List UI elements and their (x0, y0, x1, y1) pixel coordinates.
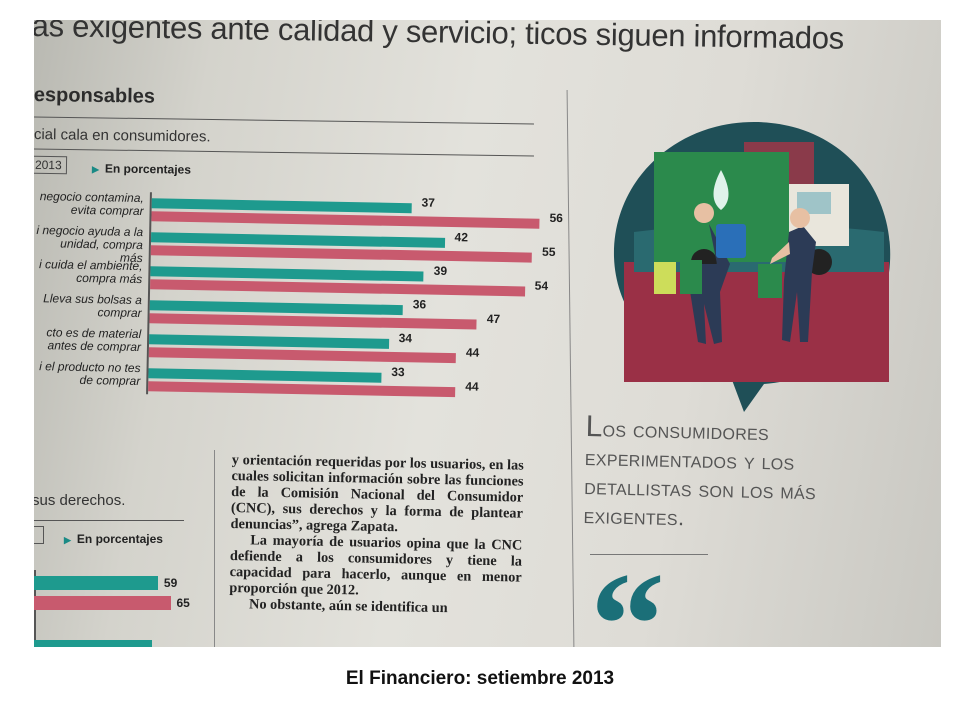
chart2-value-label: 59 (163, 576, 178, 590)
bar-teal (149, 300, 403, 316)
category-label: i cuida el ambiente, compra más (38, 257, 143, 287)
bar-value-label: 34 (398, 331, 413, 346)
bar-value-label: 55 (541, 244, 556, 260)
category-label: negocio contamina, evita comprar (39, 189, 144, 219)
chart-subtitle: cial cala en consumidores. (34, 126, 211, 146)
recycling-illustration (613, 122, 891, 412)
quote-rule (590, 554, 708, 555)
bar-red (150, 245, 533, 263)
title-rule (34, 116, 534, 125)
year-tag: 2013 (34, 155, 67, 175)
chart2-bar-teal (34, 576, 158, 590)
article-body: y orientación requeridas por los usuario… (229, 452, 524, 618)
unit-label: ▶ En porcentajes (92, 161, 191, 176)
bar-red (148, 381, 456, 398)
bar-red (149, 313, 477, 330)
arrow-icon: ▶ (64, 535, 71, 545)
body-paragraph: y orientación requeridas por los usuario… (230, 452, 524, 536)
bar-value-label: 39 (433, 263, 448, 278)
chart2-unit-label: ▶ En porcentajes (64, 532, 163, 546)
bar-value-label: 37 (421, 195, 436, 210)
bar-value-label: 33 (391, 364, 405, 380)
bar-value-label: 44 (465, 345, 480, 360)
bar-teal (149, 334, 389, 349)
subtitle-rule (34, 148, 534, 157)
chart2-subtitle: sus derechos. (34, 492, 126, 509)
bar-value-label: 44 (465, 379, 479, 394)
chart2-year-tag (34, 526, 44, 544)
bar-teal (151, 198, 412, 214)
pull-quote-text: os consumidores experimentados y los det… (583, 415, 817, 531)
bar-teal (148, 368, 382, 383)
chart2-unit-text: En porcentajes (76, 532, 163, 546)
bar-value-label: 54 (534, 278, 549, 293)
bar-red (148, 347, 456, 364)
image-caption: El Financiero: setiembre 2013 (345, 668, 615, 689)
chart2-value-label: 65 (176, 596, 190, 610)
chart2-bar-partial (34, 640, 152, 647)
pull-quote: Los consumidores experimentados y los de… (583, 410, 906, 537)
category-label: Lleva sus bolsas a comprar (43, 291, 143, 321)
column-divider-left (214, 450, 215, 647)
category-label: cto es de material antes de comprar (46, 325, 142, 355)
quote-mark-icon: “ (590, 542, 665, 647)
bar-red (151, 211, 540, 229)
bar-value-label: 47 (486, 311, 501, 326)
bar-value-label: 42 (454, 230, 469, 245)
category-label: i el producto no tes de comprar (39, 359, 141, 389)
column-divider (566, 90, 575, 647)
body-paragraph: La mayoría de usuarios opina que la CNC … (229, 532, 523, 599)
chart-axis (146, 192, 152, 395)
bar-red (150, 279, 525, 297)
chart2-rule (34, 520, 184, 521)
newspaper-photo: as exigentes ante calidad y servicio; ti… (34, 20, 941, 647)
bar-value-label: 56 (549, 210, 564, 226)
chart2-bar-red (34, 596, 171, 610)
pull-quote-initial: L (585, 410, 604, 444)
headline: as exigentes ante calidad y servicio; ti… (34, 20, 845, 56)
unit-label-text: En porcentajes (104, 161, 192, 177)
bar-value-label: 36 (412, 297, 427, 312)
section-title: esponsables (34, 84, 156, 108)
arrow-icon: ▶ (91, 164, 99, 175)
